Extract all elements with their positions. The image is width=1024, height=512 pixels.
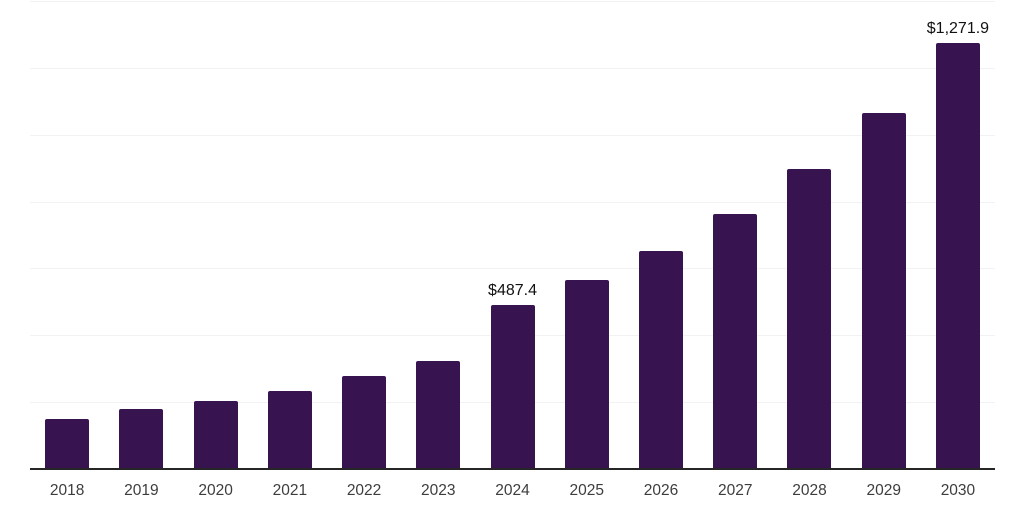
- bar-cell-2024: $487.4: [475, 0, 549, 468]
- gridline-600: [30, 268, 995, 270]
- x-tick-2029: 2029: [866, 482, 901, 499]
- bar-cell-2028: [772, 0, 846, 468]
- bar-2026: [638, 251, 683, 468]
- bar-cell-2020: [178, 0, 252, 468]
- x-tick-2026: 2026: [643, 482, 679, 499]
- x-tick-2024: 2024: [495, 482, 530, 499]
- bar-cell-2027: [698, 0, 772, 468]
- x-tick-2027: 2027: [717, 482, 753, 499]
- bar-2029: [861, 113, 906, 468]
- value-label-2030: $1,271.9: [926, 19, 990, 37]
- x-tick-2019: 2019: [124, 482, 159, 499]
- x-tick-2025: 2025: [569, 482, 604, 499]
- bar-cell-2021: [253, 0, 327, 468]
- bar-2020: [193, 401, 238, 468]
- x-tick-2021: 2021: [272, 482, 308, 499]
- x-tick-2030: 2030: [940, 482, 976, 499]
- x-tick-2022: 2022: [346, 482, 382, 499]
- bars-layer: $487.4 $1,271.9: [30, 0, 995, 468]
- bar-2028: [787, 169, 832, 468]
- gridline-1200: [30, 67, 995, 69]
- bar-2022: [342, 376, 387, 468]
- bar-2030: [935, 42, 980, 468]
- bar-cell-2030: $1,271.9: [921, 0, 995, 468]
- bar-cell-2022: [327, 0, 401, 468]
- gridline-800: [30, 201, 995, 203]
- value-label-2024: $487.4: [488, 282, 537, 300]
- x-tick-2028: 2028: [792, 482, 827, 499]
- bar-cell-2026: [624, 0, 698, 468]
- plot-area: $487.4 $1,271.9: [30, 0, 995, 470]
- bar-2021: [267, 390, 312, 468]
- x-tick-2020: 2020: [198, 482, 233, 499]
- bar-2025: [564, 280, 609, 468]
- bar-cell-2029: [847, 0, 921, 468]
- gridline-1000: [30, 134, 995, 136]
- x-tick-2023: 2023: [421, 482, 456, 499]
- gridline-1400: [30, 1, 995, 2]
- x-axis-labels: 2018 2019 2020 2021 2022 2023 2024 2025 2026 2027…: [30, 481, 995, 501]
- bar-2023: [416, 361, 461, 468]
- bar-cell-2023: [401, 0, 475, 468]
- bar-2019: [119, 409, 164, 468]
- bar-2027: [713, 213, 758, 468]
- bar-cell-2018: [30, 0, 104, 468]
- bar-2018: [45, 419, 90, 468]
- bar-cell-2025: [550, 0, 624, 468]
- x-tick-2018: 2018: [49, 482, 85, 499]
- bar-2024: [490, 305, 535, 468]
- x-axis-line: [30, 468, 995, 470]
- bar-cell-2019: [104, 0, 178, 468]
